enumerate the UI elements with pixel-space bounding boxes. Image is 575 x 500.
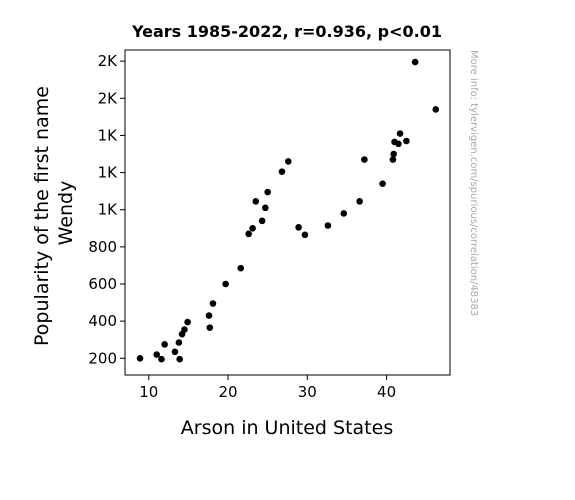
data-point (262, 204, 269, 212)
data-point (411, 58, 419, 66)
watermark-text: More info: tylervigen.com/spurious/corre… (468, 50, 479, 316)
data-point (389, 156, 397, 163)
data-point (153, 351, 161, 358)
y-tick-label: 800 (88, 238, 117, 256)
data-point (324, 222, 332, 229)
y-axis-label-line-1: Popularity of the first name (31, 86, 53, 346)
chart-title: Years 1985-2022, r=0.936, p<0.01 (131, 22, 442, 41)
y-tick-label: 1K (98, 201, 119, 219)
data-point (237, 264, 245, 272)
data-point (222, 280, 229, 288)
x-axis: 10 20 30 40 (139, 375, 396, 401)
points-layer (136, 58, 440, 363)
y-axis-label-line-2: Wendy (55, 181, 77, 246)
x-tick-label: 20 (219, 383, 238, 401)
data-point (278, 168, 286, 175)
data-point (245, 230, 252, 238)
y-tick-label: 1K (98, 126, 119, 144)
data-point (158, 355, 165, 363)
data-point (206, 324, 214, 331)
data-point (432, 106, 440, 113)
data-point (284, 158, 292, 165)
data-point (176, 355, 183, 363)
data-point (136, 354, 144, 362)
data-point (252, 198, 260, 205)
y-tick-label: 200 (88, 349, 117, 367)
data-point (205, 312, 213, 319)
y-tick-label: 400 (88, 312, 117, 330)
data-point (379, 180, 386, 188)
x-axis-label: Arson in United States (181, 417, 393, 439)
plot-frame (124, 49, 451, 376)
x-tick-label: 10 (139, 383, 158, 401)
data-point (249, 224, 256, 232)
x-tick-label: 40 (377, 383, 396, 401)
data-point (258, 217, 266, 225)
data-point (184, 318, 191, 326)
y-axis-label: Popularity of the first name Wendy (31, 80, 77, 346)
data-point (161, 341, 168, 348)
data-point (175, 339, 183, 346)
x-tick-label: 30 (298, 383, 317, 401)
y-tick-label: 2K (98, 89, 119, 107)
data-point (361, 156, 368, 163)
y-axis: 200 400 600 800 1K 1K 1K 2K 2K (88, 52, 125, 367)
data-point (264, 188, 271, 196)
data-point (395, 140, 402, 148)
data-point (396, 130, 404, 137)
data-point (209, 300, 217, 307)
y-tick-label: 2K (98, 52, 119, 70)
data-point (181, 326, 188, 333)
data-point (301, 231, 309, 239)
data-point (171, 348, 179, 356)
data-point (356, 198, 363, 205)
y-tick-label: 1K (98, 164, 119, 182)
data-point (340, 210, 348, 217)
data-point (295, 224, 302, 231)
data-point (390, 150, 398, 158)
y-tick-label: 600 (88, 275, 117, 293)
data-point (403, 137, 410, 145)
